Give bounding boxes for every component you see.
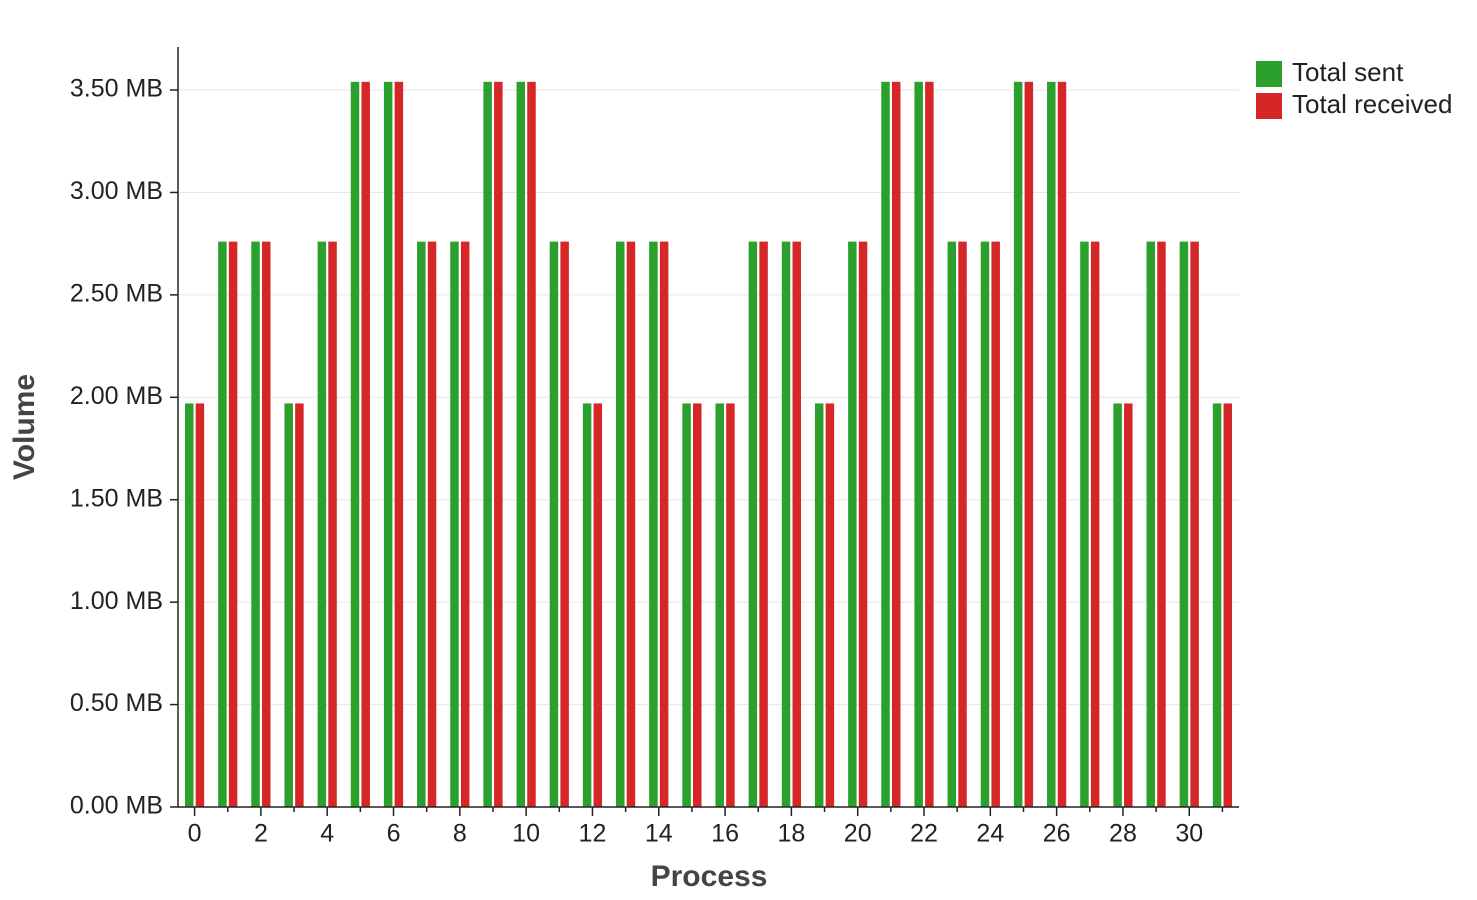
- bar: [1057, 81, 1067, 807]
- legend-swatch: [1256, 61, 1282, 87]
- bar: [251, 241, 260, 808]
- y-tick-label: 0.00 MB: [70, 792, 163, 820]
- bar: [881, 81, 890, 807]
- bar: [527, 81, 536, 807]
- bar: [858, 241, 868, 808]
- y-tick-label: 2.50 MB: [70, 279, 163, 307]
- bar: [295, 403, 304, 807]
- bar: [228, 241, 238, 808]
- bar: [726, 403, 735, 807]
- bar: [947, 241, 957, 808]
- bar: [560, 241, 569, 808]
- bar: [582, 403, 592, 807]
- x-tick-label: 24: [976, 820, 1004, 848]
- bar: [218, 241, 227, 808]
- x-tick-label: 12: [579, 820, 607, 848]
- bar: [1024, 81, 1034, 807]
- bar: [593, 403, 603, 807]
- bar: [261, 241, 271, 808]
- bar: [549, 241, 559, 808]
- bar: [1124, 403, 1133, 807]
- bar: [682, 403, 691, 807]
- bar: [383, 81, 393, 807]
- bar: [195, 403, 205, 807]
- bar: [1013, 81, 1023, 807]
- x-tick-label: 2: [254, 820, 268, 848]
- legend-label: Total sent: [1292, 57, 1404, 87]
- bar: [1223, 403, 1233, 807]
- bar: [284, 403, 293, 807]
- x-tick-label: 14: [645, 820, 673, 848]
- bar: [450, 241, 459, 808]
- legend-swatch: [1256, 93, 1282, 119]
- bar: [460, 241, 470, 808]
- x-tick-label: 18: [777, 820, 805, 848]
- bar: [914, 81, 923, 807]
- bar: [649, 241, 658, 808]
- bar: [958, 241, 967, 808]
- bar: [494, 81, 503, 807]
- y-tick-label: 0.50 MB: [70, 689, 163, 717]
- bar: [361, 81, 370, 807]
- bar: [626, 241, 636, 808]
- x-tick-label: 4: [320, 820, 334, 848]
- bar: [350, 81, 360, 807]
- bar: [792, 241, 801, 808]
- bar: [1190, 241, 1199, 808]
- bar: [659, 241, 669, 808]
- x-tick-label: 20: [844, 820, 872, 848]
- x-tick-label: 30: [1175, 820, 1203, 848]
- bar: [715, 403, 724, 807]
- bar: [980, 241, 990, 808]
- y-tick-label: 1.00 MB: [70, 587, 163, 615]
- bar: [759, 241, 768, 808]
- x-tick-label: 8: [453, 820, 467, 848]
- bar: [1157, 241, 1166, 808]
- bar: [417, 241, 426, 808]
- x-tick-label: 28: [1109, 820, 1137, 848]
- y-tick-label: 1.50 MB: [70, 484, 163, 512]
- bar: [693, 403, 702, 807]
- bar: [1146, 241, 1156, 808]
- x-tick-label: 10: [512, 820, 540, 848]
- bar: [925, 81, 934, 807]
- bar: [1113, 403, 1122, 807]
- x-tick-label: 22: [910, 820, 938, 848]
- legend-label: Total received: [1292, 89, 1452, 119]
- y-tick-label: 3.00 MB: [70, 177, 163, 205]
- bar: [1179, 241, 1189, 808]
- bar: [848, 241, 857, 808]
- x-tick-label: 0: [188, 820, 202, 848]
- bar: [184, 403, 194, 807]
- y-tick-label: 2.00 MB: [70, 382, 163, 410]
- y-axis-title: Volume: [8, 374, 41, 480]
- bar: [1080, 241, 1089, 808]
- bar: [814, 403, 824, 807]
- y-tick-label: 3.50 MB: [70, 75, 163, 103]
- bar: [427, 241, 437, 808]
- bar: [891, 81, 901, 807]
- x-axis-title: Process: [651, 860, 768, 893]
- bar: [516, 81, 526, 807]
- bar: [748, 241, 758, 808]
- bar: [483, 81, 492, 807]
- bar: [328, 241, 337, 808]
- bar: [1212, 403, 1222, 807]
- bar: [825, 403, 835, 807]
- x-tick-label: 16: [711, 820, 739, 848]
- x-tick-label: 26: [1043, 820, 1071, 848]
- bar: [317, 241, 327, 808]
- bar: [394, 81, 404, 807]
- bar: [1047, 81, 1056, 807]
- bar: [1090, 241, 1100, 808]
- bar: [991, 241, 1000, 808]
- bar: [616, 241, 625, 808]
- bar: [781, 241, 791, 808]
- x-tick-label: 6: [387, 820, 401, 848]
